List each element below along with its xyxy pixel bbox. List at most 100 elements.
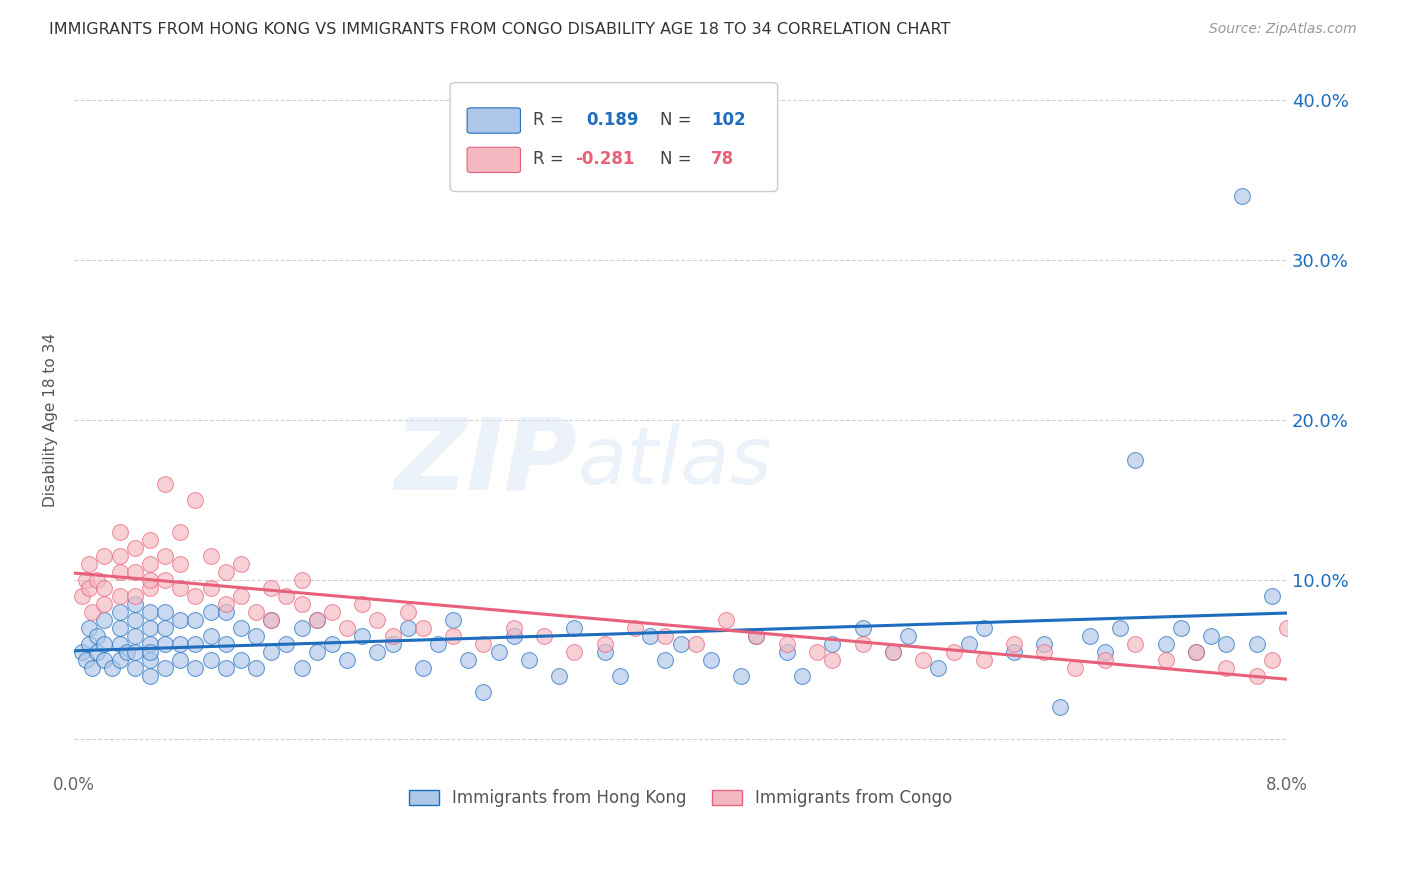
Point [108,605,131,619]
Point [108,652,131,666]
Point [654,629,676,643]
Point [502,621,524,635]
Point [153,637,176,651]
Point [290,597,312,611]
Point [215,597,238,611]
Point [139,644,162,658]
Point [1094,652,1116,666]
Point [290,660,312,674]
Point [169,613,191,627]
Point [654,652,676,666]
Point [1002,637,1025,651]
Point [366,613,388,627]
Point [305,613,328,627]
Text: ZIP: ZIP [395,414,578,510]
Point [669,637,692,651]
Point [352,597,374,611]
Point [517,652,540,666]
Point [139,621,162,635]
Point [184,613,207,627]
Point [153,660,176,674]
Point [93,581,115,595]
FancyBboxPatch shape [467,108,520,133]
Point [593,644,616,658]
Point [169,581,191,595]
Point [70,589,93,603]
Point [139,533,162,547]
Point [821,652,844,666]
Point [488,644,510,658]
Point [381,637,404,651]
Point [229,589,252,603]
Point [82,660,104,674]
Point [897,629,920,643]
Point [124,629,146,643]
Point [290,621,312,635]
Point [457,652,479,666]
Point [1125,453,1147,467]
Point [942,644,965,658]
Point [851,637,873,651]
Point [200,652,222,666]
Point [229,652,252,666]
Point [502,629,524,643]
Point [260,613,283,627]
Point [169,637,191,651]
Point [1246,637,1268,651]
Point [124,565,146,579]
Point [77,621,100,635]
Point [153,573,176,587]
Point [1230,189,1253,203]
Point [245,660,267,674]
Point [215,637,238,651]
Point [1094,644,1116,658]
Point [290,573,312,587]
Point [77,581,100,595]
Point [245,605,267,619]
Point [124,597,146,611]
Point [1154,652,1177,666]
Point [548,668,571,682]
Point [1261,589,1284,603]
Point [973,621,995,635]
Point [1215,660,1237,674]
Point [366,644,388,658]
Point [609,668,631,682]
Point [169,524,191,539]
Point [745,629,768,643]
Point [776,644,799,658]
Point [1049,700,1071,714]
Point [86,629,108,643]
Text: 102: 102 [711,111,745,128]
Point [153,476,176,491]
Point [93,613,115,627]
Text: -0.281: -0.281 [575,150,634,169]
Point [745,629,768,643]
Point [169,557,191,571]
Point [882,644,904,658]
Point [200,629,222,643]
Point [1201,629,1223,643]
Text: 78: 78 [711,150,734,169]
Point [139,573,162,587]
Point [1002,644,1025,658]
Point [139,581,162,595]
Point [82,605,104,619]
Point [215,605,238,619]
Point [1261,652,1284,666]
Point [276,637,298,651]
Point [77,637,100,651]
Point [260,644,283,658]
Point [472,637,495,651]
Point [1109,621,1132,635]
Point [93,549,115,563]
Point [821,637,844,651]
Point [806,644,828,658]
Point [321,605,343,619]
Point [973,652,995,666]
Point [215,660,238,674]
Point [108,621,131,635]
Point [229,557,252,571]
Text: 0.189: 0.189 [586,111,638,128]
Point [93,637,115,651]
